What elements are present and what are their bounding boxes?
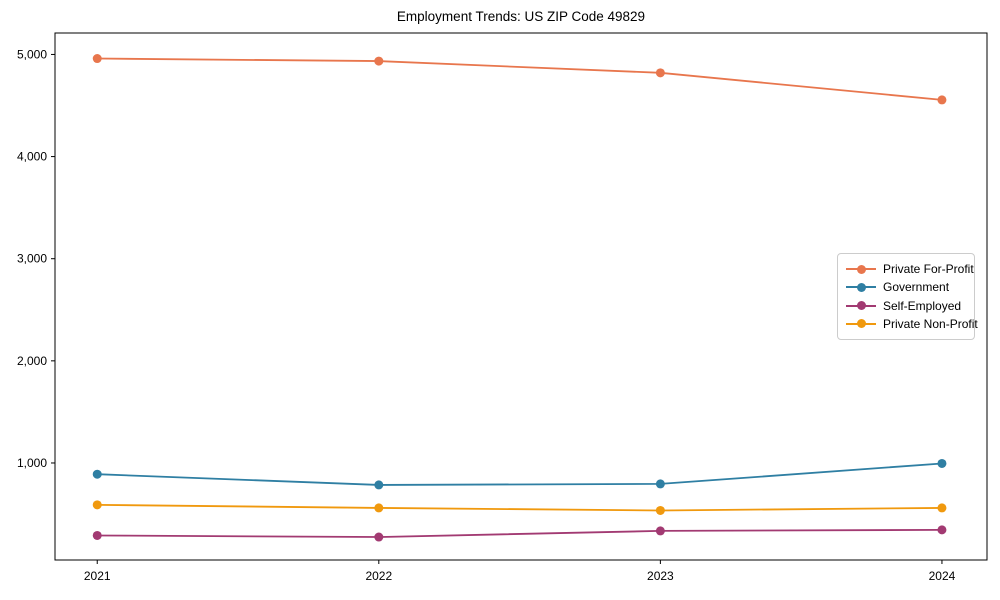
legend-marker-icon <box>846 301 876 311</box>
series-line <box>97 528 942 538</box>
y-tick-label: 5,000 <box>17 47 47 61</box>
data-point-marker <box>655 68 665 78</box>
chart-title: Employment Trends: US ZIP Code 49829 <box>396 9 646 24</box>
x-axis: 2021 2022 2023 2024 <box>84 560 956 583</box>
y-tick-label: 2,000 <box>17 354 47 368</box>
series-private-non-profit <box>92 500 947 515</box>
data-point-marker <box>655 479 665 489</box>
data-point-marker <box>374 503 384 513</box>
legend-marker-icon <box>846 282 876 292</box>
y-tick-label: 4,000 <box>17 150 47 164</box>
data-point-marker <box>374 532 384 542</box>
x-tick-label: 2021 <box>84 569 111 583</box>
data-point-marker <box>374 56 384 66</box>
legend-label: Self-Employed <box>883 298 962 313</box>
y-tick-label: 1,000 <box>17 456 47 470</box>
series-self-employed <box>92 525 947 542</box>
data-point-marker <box>92 500 102 510</box>
legend-label: Government <box>883 280 950 295</box>
series-line <box>97 503 942 512</box>
data-point-marker <box>92 54 102 64</box>
data-point-marker <box>92 530 102 540</box>
legend-item-government: Government <box>846 278 966 296</box>
series-line <box>97 57 943 101</box>
data-point-marker <box>937 458 947 468</box>
legend-marker-icon <box>846 264 876 274</box>
data-point-marker <box>92 469 102 479</box>
data-point-marker <box>655 505 665 515</box>
legend-item-private-for-profit: Private For-Profit <box>846 260 974 278</box>
y-tick-label: 3,000 <box>17 252 47 266</box>
series-private-for-profit <box>92 54 947 105</box>
legend: Private For-Profit Government Self-Employe… <box>837 253 978 340</box>
plot-frame <box>54 32 988 561</box>
data-point-marker <box>937 503 947 513</box>
series-government <box>92 458 947 490</box>
x-tick-label: 2022 <box>365 569 392 583</box>
y-axis: 1,000 2,000 3,000 4,000 5,000 <box>17 47 55 470</box>
legend-label: Private For-Profit <box>883 262 974 277</box>
legend-item-self-employed: Self-Employed <box>846 297 966 315</box>
data-point-marker <box>655 526 665 536</box>
data-point-marker <box>937 95 947 105</box>
x-tick-label: 2023 <box>647 569 674 583</box>
legend-item-private-non-profit: Private Non-Profit <box>846 315 978 333</box>
series-line <box>97 462 943 486</box>
legend-marker-icon <box>846 319 876 329</box>
x-tick-label: 2024 <box>929 569 956 583</box>
legend-label: Private Non-Profit <box>883 316 978 331</box>
data-point-marker <box>937 525 947 535</box>
data-point-marker <box>374 480 384 490</box>
